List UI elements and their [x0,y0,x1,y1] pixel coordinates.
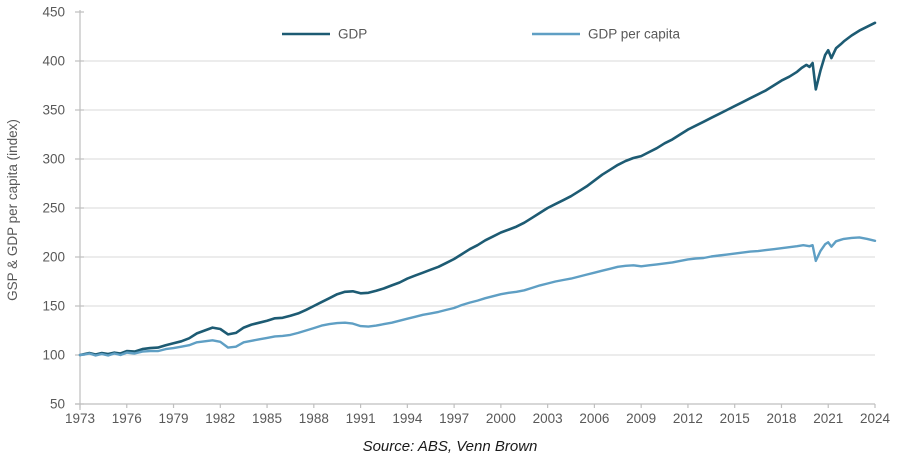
y-tick-label-250: 250 [42,201,65,216]
y-tick-label-400: 400 [42,54,65,69]
line-chart-canvas: 50 100 150 200 250 300 350 400 450 1973 1976 1979 19… [5,5,891,427]
axes [75,10,876,410]
x-tick-label-1976: 1976 [112,411,142,426]
x-tick-label-1991: 1991 [346,411,376,426]
y-tick-label-150: 150 [42,299,65,314]
x-tick-label-2021: 2021 [813,411,843,426]
x-tick-label-1988: 1988 [299,411,329,426]
x-tick-label-1982: 1982 [205,411,235,426]
y-tick-label-50: 50 [50,397,65,412]
x-tick-label-1973: 1973 [65,411,95,426]
y-tick-label-300: 300 [42,152,65,167]
x-tick-label-2024: 2024 [860,411,891,426]
series-line-gdp-per-capita [78,236,877,357]
y-tick-label-100: 100 [42,348,65,363]
x-tick-label-2015: 2015 [720,411,750,426]
legend-label: GDP [338,27,367,42]
y-tick-label-450: 450 [42,5,65,20]
x-tick-label-2018: 2018 [766,411,796,426]
y-tick-label-350: 350 [42,103,65,118]
x-tick-label-2009: 2009 [626,411,656,426]
x-tick-label-1979: 1979 [159,411,189,426]
legend: GDP GDP per capita [282,27,681,42]
legend-label: GDP per capita [588,27,681,42]
x-tick-label-2003: 2003 [533,411,563,426]
x-tick-label-1994: 1994 [392,411,423,426]
tick-labels: 50 100 150 200 250 300 350 400 450 1973 1976 1979 19… [42,5,890,427]
y-axis-title: GSP & GDP per capita (index) [5,119,20,301]
x-tick-label-1997: 1997 [439,411,469,426]
series-lines [78,21,877,357]
gridlines [80,60,875,356]
x-tick-label-2000: 2000 [486,411,516,426]
series-line-gdp [78,21,877,357]
legend-entry-gdp: GDP [282,27,367,42]
legend-entry-gdp-per-capita: GDP per capita [532,27,681,42]
x-tick-label-2006: 2006 [579,411,609,426]
x-tick-label-1985: 1985 [252,411,282,426]
y-tick-label-200: 200 [42,250,65,265]
x-tick-label-2012: 2012 [673,411,703,426]
source-caption: Source: ABS, Venn Brown [362,438,538,455]
